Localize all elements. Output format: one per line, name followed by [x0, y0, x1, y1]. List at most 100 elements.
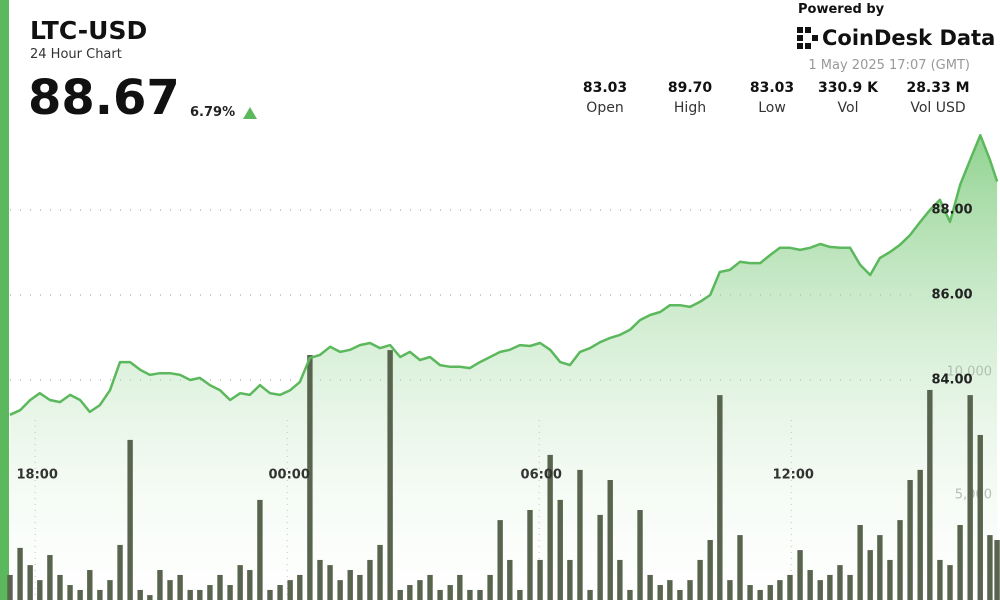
volume-bar [967, 395, 973, 600]
volume-bar [307, 355, 313, 600]
volume-bar [567, 559, 573, 600]
stat-label: Low [758, 100, 786, 116]
volume-bar [117, 544, 123, 600]
volume-bar [677, 589, 683, 600]
powered-by: Powered by [798, 2, 885, 17]
volume-bar [487, 574, 493, 600]
volume-bar [947, 565, 953, 600]
volume-bar [817, 580, 823, 600]
price-area [10, 135, 998, 600]
volume-bar [387, 350, 393, 600]
volume-bar [37, 580, 43, 600]
volume-bar [577, 469, 583, 600]
volume-bar [807, 570, 813, 600]
volume-bar [537, 559, 543, 600]
volume-bar [397, 589, 403, 600]
volume-bar [587, 589, 593, 600]
brand: CoinDesk Data [822, 26, 996, 50]
volume-bar [107, 580, 113, 600]
volume-bar [767, 585, 773, 600]
stat: 83.03 Low [727, 80, 817, 116]
volume-bar [297, 574, 303, 600]
volume-bar [367, 559, 373, 600]
stat-value: 83.03 [749, 80, 795, 96]
volume-bar [327, 565, 333, 600]
volume-bar [217, 574, 223, 600]
volume-bar [917, 469, 923, 600]
volume-bar [687, 580, 693, 600]
volume-bar [547, 454, 553, 600]
stat-label: Open [586, 100, 624, 116]
volume-bar [667, 580, 673, 600]
volume-bar [157, 570, 163, 600]
volume-bar [17, 547, 23, 600]
stat: 83.03 Open [560, 80, 650, 116]
volume-bar [437, 589, 443, 600]
volume-bar [847, 574, 853, 600]
volume-bar [757, 589, 763, 600]
volume-bar [877, 535, 883, 600]
volume-bar [77, 589, 83, 600]
x-tick-label: 12:00 [773, 468, 814, 483]
price: 88.67 [28, 70, 180, 126]
volume-bar [597, 514, 603, 600]
volume-bar [617, 559, 623, 600]
volume-bar [797, 550, 803, 600]
stat-value: 330.9 K [817, 80, 878, 96]
volume-bar [207, 585, 213, 600]
y-tick-label: 86.00 [931, 287, 972, 302]
volume-bar [627, 589, 633, 600]
y-tick-label: 84.00 [931, 372, 972, 387]
volume-bar [67, 585, 73, 600]
stat-label: Vol [837, 100, 859, 116]
volume-bar [87, 570, 93, 600]
volume-bar [937, 559, 943, 600]
volume-bar [927, 389, 933, 600]
volume-bar [267, 589, 273, 600]
volume-bar [227, 585, 233, 600]
volume-bar [527, 509, 533, 600]
volume-bar [657, 585, 663, 600]
volume-bar [897, 520, 903, 600]
x-tick-label: 06:00 [521, 468, 562, 483]
stat: 89.70 High [645, 80, 735, 116]
stat: 28.33 M Vol USD [893, 80, 983, 116]
volume-bar [167, 580, 173, 600]
timestamp: 1 May 2025 17:07 (GMT) [808, 58, 970, 73]
volume-bar [187, 589, 193, 600]
volume-bar [647, 574, 653, 600]
volume-bar [857, 525, 863, 600]
volume-bar [777, 580, 783, 600]
left-accent [0, 0, 9, 600]
volume-bar [517, 589, 523, 600]
volume-bar [137, 589, 143, 600]
volume-bar [347, 570, 353, 600]
stat-value: 89.70 [667, 80, 713, 96]
volume-bar [377, 544, 383, 600]
volume-bar [607, 479, 613, 600]
volume-bar [7, 574, 13, 600]
volume-bar [497, 520, 503, 600]
volume-bar [177, 574, 183, 600]
volume-bar [747, 585, 753, 600]
volume-bar [127, 439, 133, 600]
x-tick-label: 00:00 [269, 468, 310, 483]
volume-bar [907, 479, 913, 600]
change: 6.79% [190, 105, 236, 120]
volume-bar [867, 550, 873, 600]
up-arrow [243, 107, 257, 119]
symbol: LTC-USD [30, 16, 148, 45]
volume-bar [977, 434, 983, 600]
volume-bar [237, 565, 243, 600]
volume-bar [727, 580, 733, 600]
volume-bar [507, 559, 513, 600]
volume-bar [247, 570, 253, 600]
stat-label: High [673, 100, 707, 116]
volume-bar [827, 574, 833, 600]
volume-bar [887, 559, 893, 600]
volume-bar [737, 535, 743, 600]
volume-bar [317, 559, 323, 600]
volume-bar [417, 580, 423, 600]
